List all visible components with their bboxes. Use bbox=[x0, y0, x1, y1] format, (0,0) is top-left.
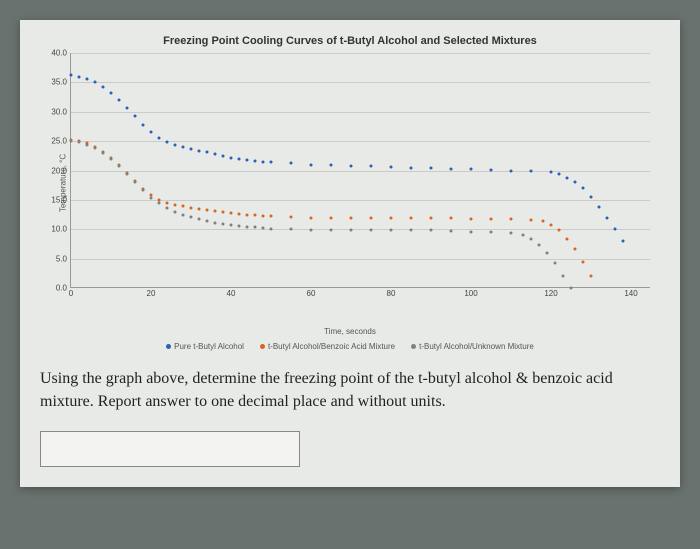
y-tick-label: 0.0 bbox=[43, 284, 71, 293]
legend-dot-icon bbox=[166, 344, 171, 349]
legend-dot-icon bbox=[411, 344, 416, 349]
x-tick-label: 120 bbox=[544, 287, 557, 298]
y-tick-label: 10.0 bbox=[43, 225, 71, 234]
x-tick-label: 140 bbox=[624, 287, 637, 298]
legend-label: Pure t-Butyl Alcohol bbox=[174, 342, 244, 351]
y-tick-label: 15.0 bbox=[43, 195, 71, 204]
y-tick-label: 35.0 bbox=[43, 78, 71, 87]
y-tick-label: 20.0 bbox=[43, 166, 71, 175]
legend-item: t-Butyl Alcohol/Unknown Mixture bbox=[411, 342, 534, 351]
chart-legend: Pure t-Butyl Alcohol t-Butyl Alcohol/Benz… bbox=[40, 342, 660, 351]
x-tick-label: 60 bbox=[307, 287, 316, 298]
plot-area: 0.05.010.015.020.025.030.035.040.0020406… bbox=[70, 53, 650, 288]
answer-input[interactable] bbox=[40, 431, 300, 467]
legend-item: Pure t-Butyl Alcohol bbox=[166, 342, 244, 351]
x-tick-label: 20 bbox=[147, 287, 156, 298]
x-tick-label: 40 bbox=[227, 287, 236, 298]
worksheet-page: Freezing Point Cooling Curves of t-Butyl… bbox=[20, 20, 680, 487]
y-tick-label: 30.0 bbox=[43, 107, 71, 116]
x-tick-label: 80 bbox=[387, 287, 396, 298]
x-tick-label: 0 bbox=[69, 287, 73, 298]
x-axis-label: Time, seconds bbox=[40, 327, 660, 336]
legend-label: t-Butyl Alcohol/Unknown Mixture bbox=[419, 342, 534, 351]
legend-dot-icon bbox=[260, 344, 265, 349]
legend-label: t-Butyl Alcohol/Benzoic Acid Mixture bbox=[268, 342, 395, 351]
chart-title: Freezing Point Cooling Curves of t-Butyl… bbox=[40, 35, 660, 47]
chart-container: Temperature, °C 0.05.010.015.020.025.030… bbox=[40, 53, 660, 313]
legend-item: t-Butyl Alcohol/Benzoic Acid Mixture bbox=[260, 342, 395, 351]
y-tick-label: 25.0 bbox=[43, 137, 71, 146]
question-text: Using the graph above, determine the fre… bbox=[40, 367, 660, 413]
x-tick-label: 100 bbox=[464, 287, 477, 298]
y-tick-label: 5.0 bbox=[43, 254, 71, 263]
y-tick-label: 40.0 bbox=[43, 49, 71, 58]
